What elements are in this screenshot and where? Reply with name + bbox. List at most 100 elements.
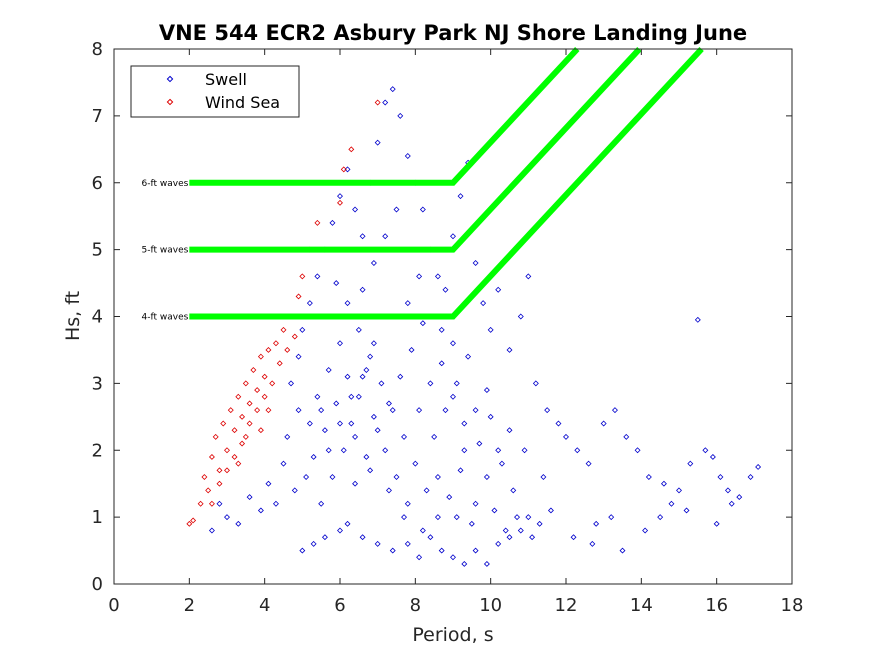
swell-point (457, 193, 464, 200)
swell-point (273, 500, 279, 507)
swell-point (352, 206, 359, 213)
swell-point (318, 407, 325, 414)
swell-point (431, 433, 438, 440)
x-tick-label: 8 (410, 595, 421, 616)
wind-sea-point (314, 219, 321, 226)
swell-point (717, 474, 724, 480)
swell-point (419, 206, 426, 213)
swell-point (423, 487, 430, 494)
swell-point (389, 407, 396, 414)
y-tick-label: 7 (92, 106, 103, 127)
swell-point (408, 346, 415, 353)
legend-label-wind-sea: Wind Sea (205, 93, 280, 112)
swell-point (337, 193, 343, 200)
swell-point (416, 273, 423, 280)
swell-point (442, 286, 449, 293)
swell-point (427, 380, 434, 387)
x-tick-label: 18 (781, 595, 804, 616)
swell-point (374, 540, 381, 547)
swell-point (593, 520, 600, 527)
swell-point (389, 86, 396, 93)
y-tick-label: 0 (92, 574, 103, 595)
wind-sea-point (299, 273, 306, 280)
swell-point (634, 447, 641, 454)
swell-point (310, 540, 317, 547)
y-axis-label: Hs, ft (62, 291, 84, 341)
x-tick-label: 16 (705, 595, 728, 616)
wind-sea-point (261, 373, 268, 380)
wind-sea-point (224, 467, 230, 474)
wind-sea-point (231, 453, 238, 460)
swell-point (299, 547, 306, 554)
wind-sea-point (216, 480, 223, 487)
swell-point (434, 273, 441, 280)
swell-point (438, 547, 445, 554)
swell-point (683, 507, 690, 514)
swell-point (363, 367, 370, 373)
swell-point (472, 407, 479, 414)
swell-point (747, 474, 754, 480)
wind-sea-point (257, 353, 264, 360)
wind-sea-point (269, 380, 276, 387)
swell-point (337, 527, 343, 534)
swell-point (465, 353, 472, 360)
swell-point (280, 460, 287, 467)
wind-sea-point (239, 440, 246, 447)
swell-point (325, 367, 332, 373)
swell-point (687, 460, 694, 467)
swell-point (589, 540, 596, 547)
wind-sea-point (295, 293, 302, 300)
swell-point (389, 547, 396, 554)
swell-point (642, 527, 649, 534)
y-tick-label: 4 (92, 307, 103, 328)
swell-point (453, 380, 460, 387)
swell-point (608, 514, 615, 521)
swell-point (359, 233, 366, 240)
wind-sea-point (242, 433, 249, 440)
swell-point (333, 280, 340, 287)
wind-sea-point (265, 407, 272, 414)
swell-point (487, 413, 494, 420)
swell-point (540, 474, 547, 480)
x-tick-label: 6 (334, 595, 345, 616)
wind-sea-point (205, 487, 212, 494)
swell-point (393, 206, 400, 213)
swell-point (419, 527, 426, 534)
swell-point (563, 433, 569, 440)
swell-point (401, 514, 407, 521)
swell-point (506, 427, 513, 434)
swell-point (382, 447, 389, 454)
swell-point (457, 467, 464, 474)
wind-sea-point (239, 413, 246, 420)
swell-point (295, 353, 302, 360)
swell-point (208, 527, 215, 534)
wind-sea-point (235, 393, 242, 400)
wind-sea-point (208, 500, 215, 507)
swell-point (755, 464, 762, 470)
y-tick-label: 1 (92, 507, 103, 528)
swell-point (709, 453, 716, 460)
swell-point (329, 219, 336, 226)
swell-point (412, 460, 419, 467)
y-axis-ticks: 0 1 2 3 4 5 6 7 8 (92, 39, 792, 595)
y-tick-label: 2 (92, 440, 103, 461)
swell-point (321, 427, 328, 434)
swell-point (645, 474, 652, 480)
swell-point (495, 286, 502, 293)
swell-point (555, 420, 562, 427)
swell-point (487, 326, 494, 333)
swell-point (404, 300, 411, 307)
swell-point (291, 487, 298, 494)
y-tick-label: 6 (92, 173, 103, 194)
swell-point (676, 487, 682, 494)
swell-point (314, 393, 321, 400)
x-axis-label: Period, s (412, 624, 493, 646)
swell-point (404, 500, 411, 507)
swell-point (352, 480, 359, 487)
swell-point (736, 494, 743, 501)
swell-point (657, 514, 664, 521)
swell-point (363, 453, 370, 460)
chart-title: VNE 544 ECR2 Asbury Park NJ Shore Landin… (159, 21, 747, 45)
swell-point (472, 547, 479, 554)
